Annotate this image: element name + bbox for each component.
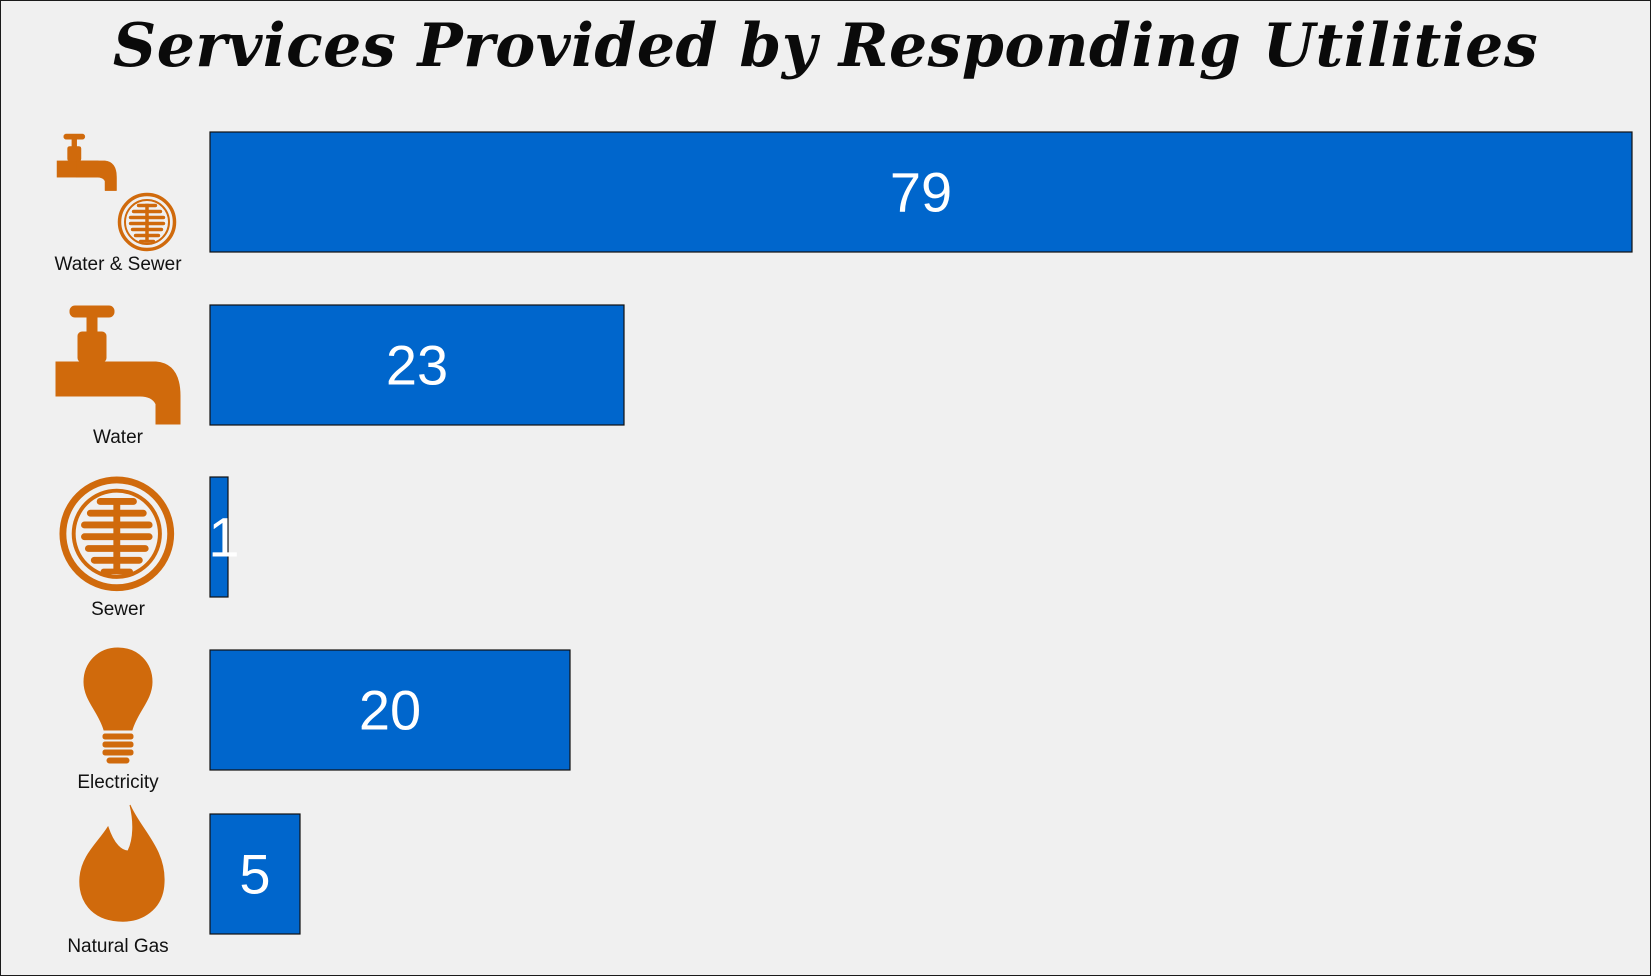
bar-water [209, 304, 625, 426]
category-label-sewer: Sewer [91, 599, 146, 620]
bar-sewer [209, 476, 229, 598]
light-bulb-icon [83, 647, 153, 764]
faucet-icon [55, 305, 181, 425]
value-label-water-sewer: 79 [890, 161, 952, 224]
bar-natural-gas [209, 813, 301, 935]
category-label-water-sewer: Water & Sewer [54, 254, 182, 275]
category-label-natural-gas: Natural Gas [67, 936, 168, 957]
flame-icon [79, 804, 165, 922]
faucet-and-manhole-icon [56, 133, 177, 252]
category-label-electricity: Electricity [77, 772, 159, 793]
manhole-cover-icon [63, 480, 171, 588]
value-label-water: 23 [386, 334, 448, 397]
category-label-water: Water [93, 427, 144, 448]
value-label-sewer: 1 [208, 506, 239, 569]
chart-title: Services Provided by Responding Utilitie… [112, 11, 1539, 81]
bar-water-sewer [209, 131, 1633, 253]
bar-electricity [209, 649, 571, 771]
value-label-electricity: 20 [359, 679, 421, 742]
value-label-natural-gas: 5 [239, 843, 270, 906]
